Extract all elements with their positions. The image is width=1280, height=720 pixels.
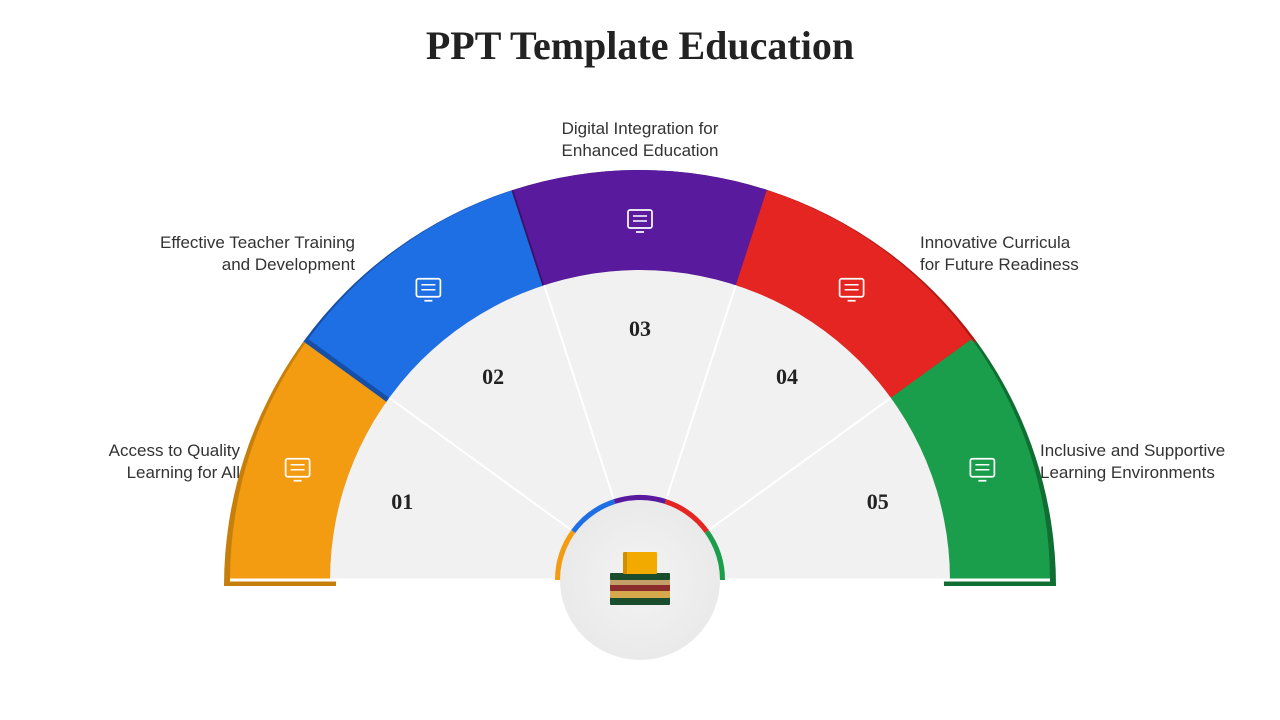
center-icon-circle xyxy=(560,500,720,660)
segment-label-05: Inclusive and SupportiveLearning Environ… xyxy=(1040,440,1260,484)
page-title: PPT Template Education xyxy=(0,22,1280,69)
segment-number-01: 01 xyxy=(391,489,413,514)
segment-number-04: 04 xyxy=(776,364,798,389)
segment-number-03: 03 xyxy=(629,316,651,341)
segment-label-04: Innovative Curriculafor Future Readiness xyxy=(920,232,1140,276)
segment-number-05: 05 xyxy=(867,489,889,514)
segment-label-02: Effective Teacher Trainingand Developmen… xyxy=(135,232,355,276)
segment-label-03: Digital Integration forEnhanced Educatio… xyxy=(490,118,790,162)
segment-label-01: Access to QualityLearning for All xyxy=(70,440,240,484)
books-stack-icon xyxy=(605,555,675,605)
segment-number-02: 02 xyxy=(482,364,504,389)
